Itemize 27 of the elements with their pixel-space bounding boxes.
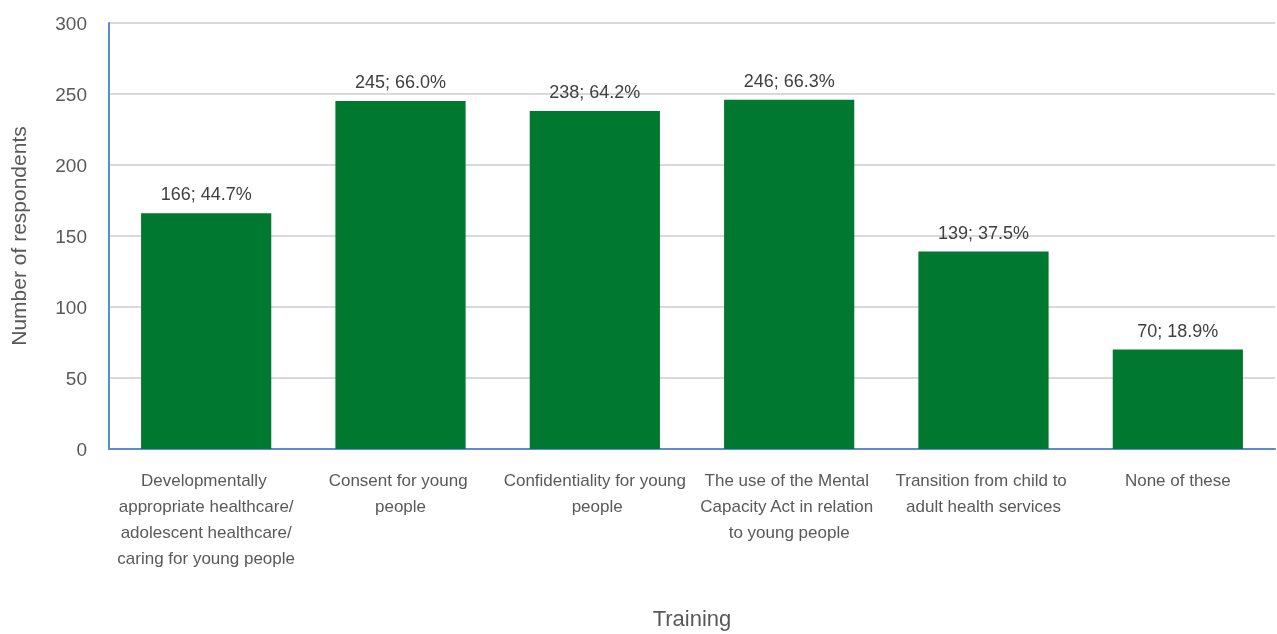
- data-label: 238; 64.2%: [549, 82, 641, 103]
- bar: [1112, 349, 1243, 449]
- y-tick-label: 250: [55, 83, 87, 105]
- y-tick-label: 200: [55, 154, 87, 176]
- y-tick-label: 100: [55, 296, 87, 318]
- bar: [529, 111, 660, 449]
- x-tick-label: The use of the Mental Capacity Act in relation to young people: [700, 470, 878, 542]
- y-tick-label: 300: [55, 12, 87, 34]
- data-label: 70; 18.9%: [1137, 320, 1219, 341]
- data-label: 166; 44.7%: [160, 184, 252, 205]
- data-label: 246; 66.3%: [743, 70, 835, 91]
- y-axis-title: Number of respondents: [7, 126, 30, 346]
- x-tick-label: Confidentiality for young people: [503, 470, 687, 516]
- bar: [335, 101, 466, 449]
- data-label: 245; 66.0%: [354, 72, 447, 93]
- bar: [918, 251, 1049, 449]
- y-tick-label: 150: [55, 225, 87, 247]
- bar: [724, 99, 855, 449]
- y-tick-label: 50: [65, 367, 87, 389]
- x-tick-label: Developmentally appropriate healthcare/adolescent healthcare/caring for young people: [117, 470, 296, 568]
- data-label: 139; 37.5%: [937, 222, 1030, 243]
- x-tick-label: None of these: [1124, 470, 1231, 490]
- x-tick-label: Consent for young people: [328, 470, 473, 516]
- x-axis-title: Training: [652, 605, 732, 631]
- bar: [141, 213, 272, 449]
- x-tick-label: Transition from child to adult health services: [895, 470, 1072, 516]
- y-tick-label: 0: [76, 438, 87, 460]
